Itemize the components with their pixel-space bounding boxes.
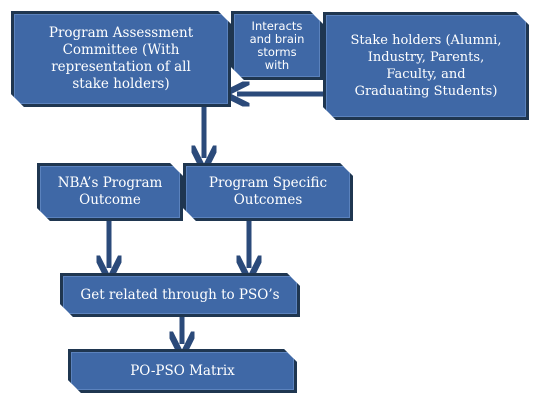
- committee-label: Program Assessment Committee (With repre…: [48, 25, 194, 92]
- matrix-label: PO-PSO Matrix: [130, 363, 235, 379]
- pso-label: Program Specific Outcomes: [208, 175, 328, 208]
- related-label: Get related through to PSO’s: [80, 287, 280, 303]
- stakeholders-label: Stake holders (Alumni, Industry, Parents…: [350, 33, 502, 99]
- committee-box: Program Assessment Committee (With repre…: [11, 11, 231, 107]
- nba-outcome-label: NBA’s Program Outcome: [57, 175, 163, 208]
- matrix-box: PO-PSO Matrix: [68, 349, 297, 393]
- interacts-box: Interacts and brain storms with: [231, 11, 323, 80]
- nba-outcome-box: NBA’s Program Outcome: [37, 163, 183, 221]
- related-box: Get related through to PSO’s: [60, 273, 300, 317]
- pso-box: Program Specific Outcomes: [183, 163, 353, 221]
- stakeholders-box: Stake holders (Alumni, Industry, Parents…: [323, 12, 529, 120]
- interacts-label: Interacts and brain storms with: [249, 18, 305, 72]
